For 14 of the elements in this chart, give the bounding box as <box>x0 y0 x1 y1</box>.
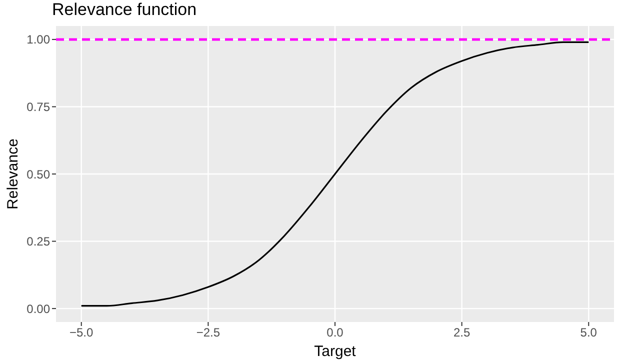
x-tick-label: 0.0 <box>326 326 344 340</box>
chart-title: Relevance function <box>52 0 197 20</box>
x-axis-title: Target <box>314 343 357 360</box>
y-tick-label: 0.00 <box>26 302 50 316</box>
y-tick-label: 0.25 <box>26 234 50 249</box>
x-tick-label: −5.0 <box>70 326 94 340</box>
line-series <box>80 41 590 307</box>
x-tick-label: −2.5 <box>196 326 220 340</box>
x-tick-label: 5.0 <box>580 326 598 340</box>
x-tick-label: 2.5 <box>453 326 470 340</box>
y-axis-title: Relevance <box>4 138 22 210</box>
y-tick-label: 1.00 <box>26 32 50 47</box>
y-tick-label: 0.75 <box>26 100 50 114</box>
y-tick-label: 0.50 <box>26 167 50 182</box>
